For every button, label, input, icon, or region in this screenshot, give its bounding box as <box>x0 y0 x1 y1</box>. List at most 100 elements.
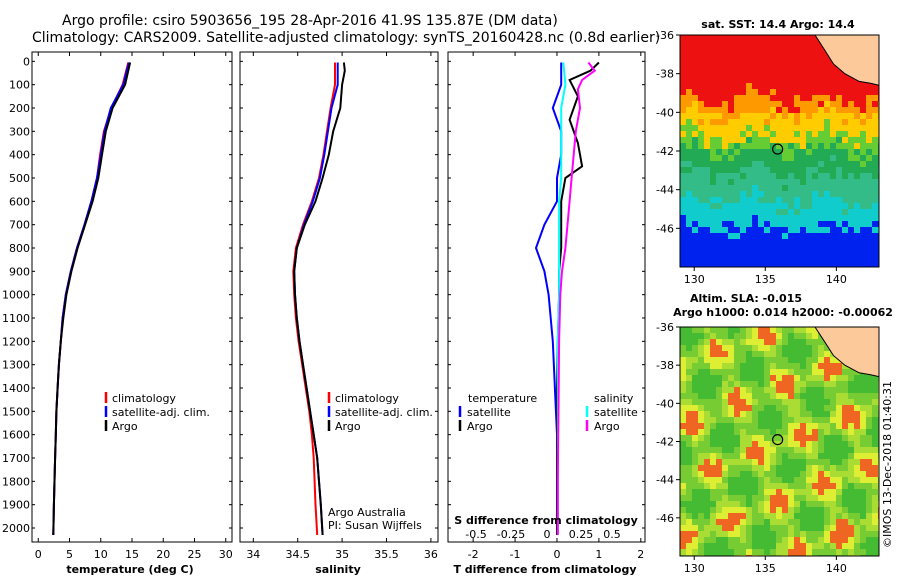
x-tick-label: 34.5 <box>285 548 310 561</box>
map-cell <box>842 173 848 179</box>
map-cell <box>764 507 770 513</box>
map-cell <box>770 459 776 465</box>
s-tick-label: 0.5 <box>603 528 621 541</box>
map-cell <box>770 489 776 495</box>
map-cell <box>818 245 824 251</box>
map-cell <box>860 215 866 221</box>
map-cell <box>710 35 716 41</box>
map-cell <box>872 161 878 167</box>
map-cell <box>758 465 764 471</box>
map-cell <box>752 59 758 65</box>
map-cell <box>734 501 740 507</box>
map-cell <box>734 375 740 381</box>
map-cell <box>866 477 872 483</box>
map-cell <box>806 501 812 507</box>
map-cell <box>680 393 686 399</box>
map-cell <box>758 191 764 197</box>
map-cell <box>806 179 812 185</box>
map-cell <box>686 519 692 525</box>
map-cell <box>782 131 788 137</box>
map-cell <box>806 71 812 77</box>
map-cell <box>830 197 836 203</box>
map-cell <box>758 71 764 77</box>
map-cell <box>734 263 740 267</box>
map-cell <box>854 239 860 245</box>
map-cell <box>686 149 692 155</box>
map-cell <box>800 333 806 339</box>
map-cell <box>824 59 830 65</box>
map-cell <box>818 215 824 221</box>
map-cell <box>824 161 830 167</box>
map-cell <box>698 107 704 113</box>
map-cell <box>848 549 854 555</box>
map-cell <box>716 227 722 233</box>
map-cell <box>692 191 698 197</box>
map-y-tick-label: -42 <box>656 436 674 449</box>
map-cell <box>848 197 854 203</box>
map-cell <box>806 101 812 107</box>
map-cell <box>824 131 830 137</box>
map-cell <box>788 375 794 381</box>
map-cell <box>842 227 848 233</box>
map-cell <box>728 351 734 357</box>
map-cell <box>776 507 782 513</box>
map-cell <box>812 459 818 465</box>
map-cell <box>854 387 860 393</box>
map-cell <box>770 369 776 375</box>
map-cell <box>758 375 764 381</box>
map-cell <box>710 471 716 477</box>
map-cell <box>698 411 704 417</box>
map-cell <box>758 387 764 393</box>
map-cell <box>704 257 710 263</box>
map-cell <box>776 411 782 417</box>
map-cell <box>836 251 842 257</box>
map-cell <box>716 233 722 239</box>
map-cell <box>812 71 818 77</box>
map-cell <box>698 519 704 525</box>
map-cell <box>716 35 722 41</box>
map-cell <box>794 459 800 465</box>
map-cell <box>698 233 704 239</box>
map-cell <box>680 381 686 387</box>
map-cell <box>782 363 788 369</box>
map-cell <box>824 263 830 267</box>
map-cell <box>716 179 722 185</box>
map-cell <box>746 167 752 173</box>
map-cell <box>680 417 686 423</box>
map-cell <box>872 179 878 185</box>
map-cell <box>848 489 854 495</box>
map-cell <box>866 221 872 227</box>
map-cell <box>806 363 812 369</box>
map-cell <box>704 549 710 555</box>
map-cell <box>854 465 860 471</box>
map-cell <box>740 257 746 263</box>
map-cell <box>830 77 836 83</box>
map-cell <box>680 65 686 71</box>
map-cell <box>800 543 806 549</box>
map-cell <box>734 441 740 447</box>
map-cell <box>782 543 788 549</box>
map-cell <box>692 167 698 173</box>
map-cell <box>764 215 770 221</box>
map-cell <box>692 417 698 423</box>
map-cell <box>734 471 740 477</box>
map-cell <box>698 41 704 47</box>
map-cell <box>734 519 740 525</box>
map-cell <box>794 519 800 525</box>
map-cell <box>782 125 788 131</box>
map-cell <box>722 465 728 471</box>
map-cell <box>806 197 812 203</box>
map-cell <box>734 351 740 357</box>
map-cell <box>728 95 734 101</box>
map-cell <box>842 263 848 267</box>
map-cell <box>866 459 872 465</box>
map-cell <box>854 185 860 191</box>
map-cell <box>860 477 866 483</box>
map-cell <box>728 327 734 333</box>
map-cell <box>734 477 740 483</box>
map-cell <box>872 423 878 429</box>
map-cell <box>704 215 710 221</box>
map-cell <box>740 131 746 137</box>
map-cell <box>722 483 728 489</box>
map-cell <box>686 173 692 179</box>
